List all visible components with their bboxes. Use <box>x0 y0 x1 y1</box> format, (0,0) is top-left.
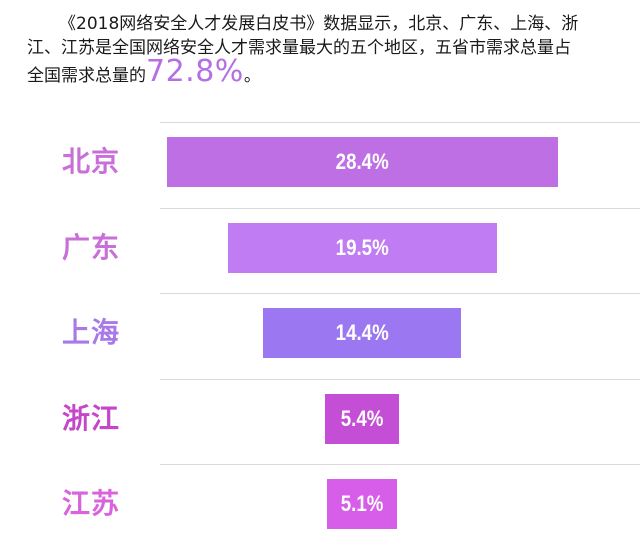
bar: 19.5% <box>228 223 497 273</box>
highlight-percentage: 72.8% <box>146 54 244 89</box>
intro-paragraph: 《2018网络安全人才发展白皮书》数据显示，北京、广东、上海、浙 江、江苏是全国… <box>27 12 627 88</box>
region-label: 上海 <box>62 316 121 349</box>
bar-value-label: 19.5% <box>335 235 390 260</box>
bar: 14.4% <box>263 308 461 358</box>
intro-line-2: 江、江苏是全国网络安全人才需求量最大的五个地区，五省市需求总量占 <box>27 38 571 58</box>
bar-value-label: 14.4% <box>335 320 389 345</box>
intro-line-3: 全国需求总量的72.8%。 <box>27 57 627 88</box>
row-separator <box>160 208 640 209</box>
bar: 5.1% <box>327 479 397 529</box>
row-separator <box>160 293 640 294</box>
region-label: 浙江 <box>62 402 121 435</box>
bar-value-label: 28.4% <box>335 149 390 174</box>
intro-line-3-suffix: 。 <box>243 66 261 86</box>
region-label: 北京 <box>62 145 121 178</box>
bar-value-label: 5.1% <box>340 491 384 516</box>
intro-line-3-prefix: 全国需求总量的 <box>27 66 146 86</box>
intro-line-1: 《2018网络安全人才发展白皮书》数据显示，北京、广东、上海、浙 <box>59 14 579 34</box>
region-label: 江苏 <box>62 487 121 520</box>
bar: 28.4% <box>167 137 558 187</box>
row-separator <box>160 379 640 380</box>
bar: 5.4% <box>325 394 399 444</box>
row-separator <box>160 122 640 123</box>
row-separator <box>160 464 640 465</box>
region-label: 广东 <box>62 231 121 264</box>
bar-value-label: 5.4% <box>340 406 384 431</box>
